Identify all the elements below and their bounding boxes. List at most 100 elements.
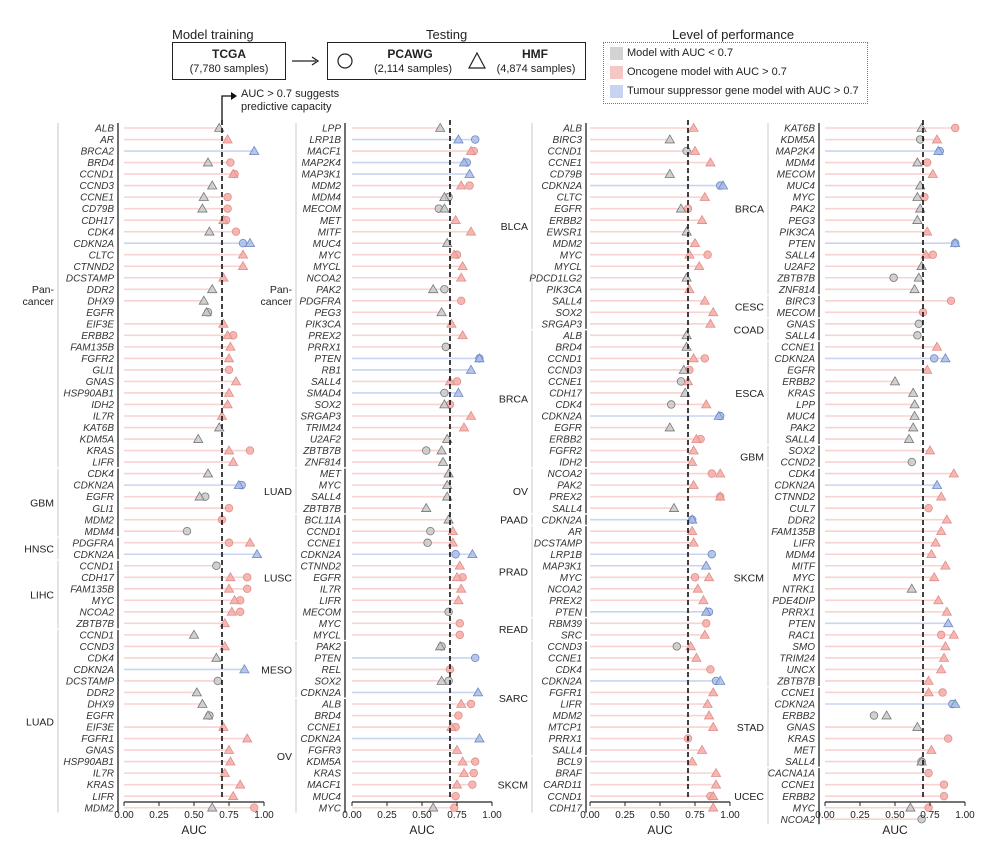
gene-label: SOX2 (788, 446, 815, 457)
hmf-point (930, 537, 941, 547)
gene-label: LIFR (92, 458, 114, 469)
x-tick-label: 0.50 (412, 810, 432, 821)
hmf-point (233, 479, 245, 489)
pcawg-point (667, 400, 676, 409)
hmf-point (450, 214, 461, 224)
x-axis-label: AUC (181, 823, 207, 837)
gene-label: CCNE1 (548, 654, 582, 665)
gene-label: ZBTB7B (776, 677, 815, 688)
gene-label: DDR2 (788, 515, 816, 526)
gene-label: PEG3 (788, 216, 815, 227)
pcawg-point (457, 296, 466, 305)
gene-label: PRRX1 (549, 734, 582, 745)
x-tick-label: 0.50 (184, 810, 204, 821)
hmf-point (458, 422, 470, 432)
hmf-point (700, 399, 712, 409)
gene-label: SALL4 (311, 377, 341, 388)
hmf-samples: (4,874 samples) (496, 63, 576, 75)
pcawg-point (249, 803, 259, 812)
hmf-point (700, 606, 712, 616)
hmf-point (912, 214, 923, 224)
hmf-point (912, 157, 923, 167)
hmf-point (465, 226, 477, 236)
hmf-point (453, 387, 464, 397)
gene-label: ALB (562, 331, 582, 342)
gene-label: CLTC (89, 250, 115, 261)
group-label: STAD (737, 722, 765, 734)
gene-label: NTRK1 (782, 584, 815, 595)
gene-label: MYC (319, 481, 342, 492)
gene-label: FGFR1 (549, 688, 582, 699)
pcawg-point (707, 469, 716, 478)
gene-label: HSP90AB1 (63, 757, 114, 768)
group-label: GBM (30, 497, 54, 509)
gene-label: CCND3 (548, 366, 583, 377)
gene-label: CDH17 (549, 389, 582, 400)
hmf-point (924, 445, 936, 455)
pcawg-point (224, 538, 234, 547)
hmf-point (206, 802, 218, 812)
gene-label: MET (794, 746, 816, 757)
x-tick-label: 1.00 (955, 810, 975, 821)
performance-heading: Level of performance (672, 27, 795, 42)
group-label: SKCM (498, 780, 528, 792)
gene-label: CDKN2A (300, 688, 341, 699)
hmf-point (686, 756, 698, 766)
pcawg-point (703, 250, 712, 259)
hmf-point (197, 698, 208, 708)
pcawg-point (451, 550, 460, 559)
tcga-box: TCGA (7,780 samples) (172, 42, 286, 80)
hmf-point (907, 422, 919, 432)
hmf-point (194, 491, 205, 501)
gene-label: PDGFRA (299, 296, 341, 307)
hmf-point (227, 168, 239, 178)
gene-label: MECOM (777, 170, 816, 181)
gene-label: EGFR (787, 366, 815, 377)
hmf-point (684, 249, 695, 259)
x-tick-label: 0.50 (650, 810, 670, 821)
gene-label: MITF (792, 561, 816, 572)
hmf-point (244, 537, 256, 547)
pcawg-point (451, 791, 460, 801)
hmf-point (446, 721, 457, 731)
hmf-point (912, 191, 923, 201)
gene-label: CDK4 (555, 665, 582, 676)
annotation-arrow-icon (221, 92, 237, 120)
gene-label: PAK2 (790, 204, 815, 215)
gene-label: SRC (561, 630, 583, 641)
hmf-point (472, 687, 484, 697)
gene-label: ZBTB7B (302, 446, 341, 457)
hmf-point (692, 583, 704, 593)
gene-label: CDKN2A (774, 700, 815, 711)
gene-label: KRAS (314, 769, 342, 780)
gene-label: PDCD1LG2 (529, 273, 582, 284)
hmf-point (455, 272, 467, 282)
gene-label: MYC (92, 596, 115, 607)
arrow-right-icon (292, 56, 320, 66)
gene-label: DHX9 (87, 296, 114, 307)
pcawg-point (939, 791, 949, 801)
x-tick-label: 0.00 (342, 810, 362, 821)
gene-label: PAK2 (316, 642, 341, 653)
gene-label: MDM2 (85, 803, 115, 814)
gene-label: MITF (318, 227, 342, 238)
group-label: LUAD (264, 486, 292, 498)
hmf-point (931, 134, 943, 144)
hmf-point (675, 203, 687, 213)
hmf-point (427, 283, 439, 294)
hmf-point (909, 399, 920, 409)
hmf-point (923, 687, 934, 697)
pcawg-point (916, 135, 925, 144)
gene-label: KRAS (87, 446, 115, 457)
gene-label: GNAS (86, 746, 115, 757)
hmf-point (689, 145, 701, 155)
legend-swatch (610, 65, 623, 79)
gene-label: CDK4 (87, 654, 114, 665)
hmf-point (702, 698, 713, 708)
gene-label: LIFR (92, 792, 114, 803)
pcawg-point (707, 550, 716, 559)
pcawg-point (440, 285, 449, 294)
hmf-point (664, 134, 676, 144)
gene-label: SALL4 (785, 331, 815, 342)
hmf-label: HMF (522, 47, 548, 61)
